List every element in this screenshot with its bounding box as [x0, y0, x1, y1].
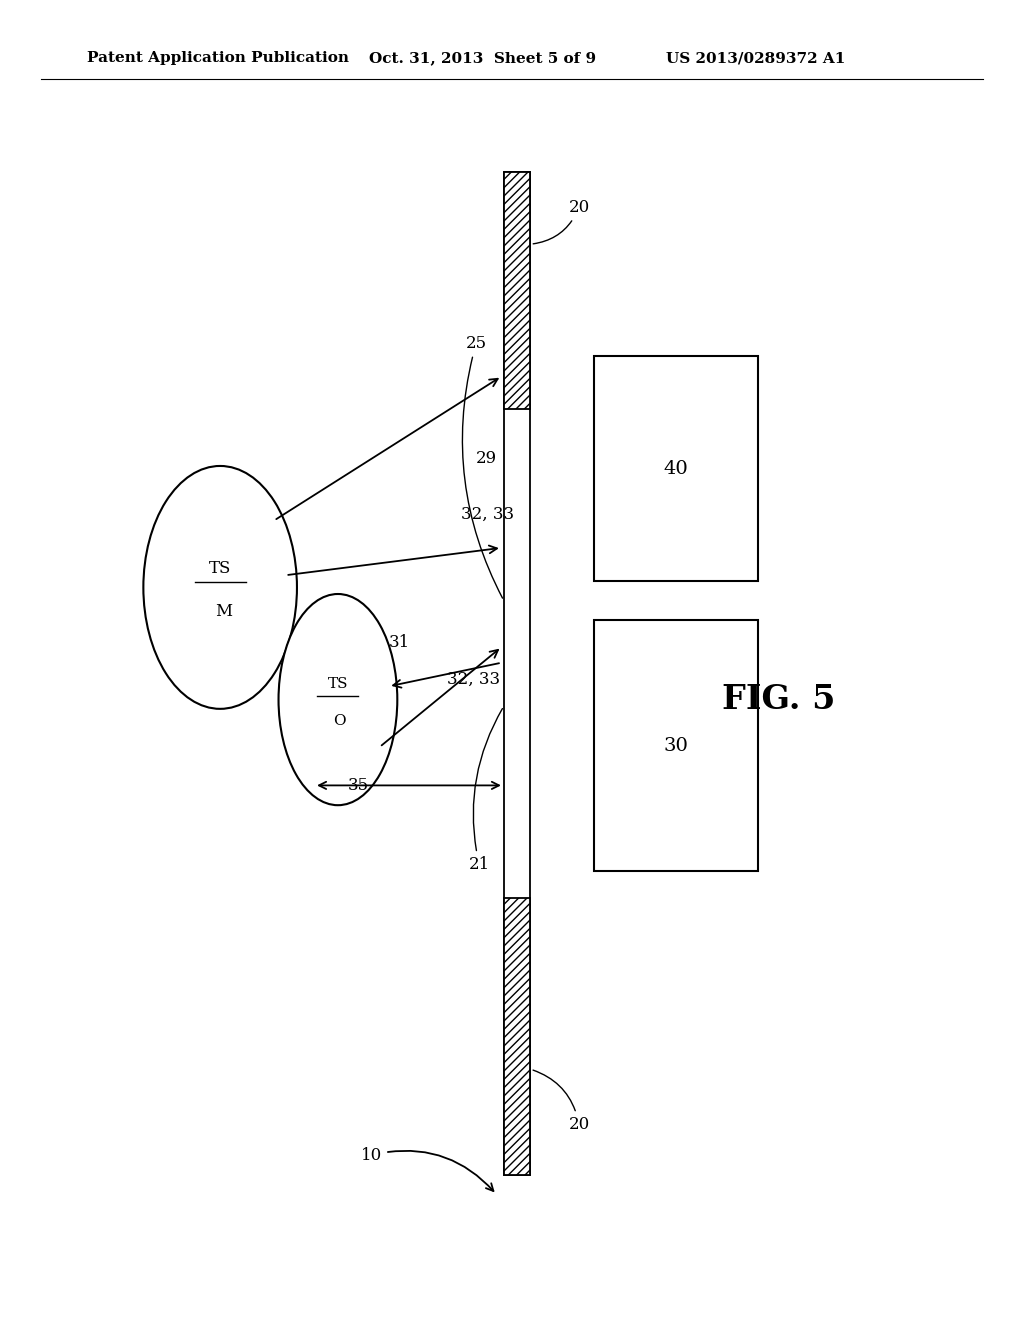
- Bar: [594, 620, 758, 871]
- Text: FIG. 5: FIG. 5: [722, 684, 835, 715]
- Text: 20: 20: [534, 199, 590, 244]
- Text: 29: 29: [476, 450, 498, 466]
- Text: 40: 40: [664, 459, 688, 478]
- Text: TS: TS: [328, 677, 348, 690]
- Text: 30: 30: [664, 737, 688, 755]
- Text: 31: 31: [389, 635, 411, 651]
- Bar: [504, 172, 530, 409]
- Text: 25: 25: [463, 335, 503, 598]
- Bar: [504, 898, 530, 1175]
- Text: M: M: [215, 603, 231, 619]
- Text: 32, 33: 32, 33: [447, 672, 501, 688]
- Text: Oct. 31, 2013  Sheet 5 of 9: Oct. 31, 2013 Sheet 5 of 9: [369, 51, 596, 65]
- Text: 21: 21: [469, 709, 503, 873]
- Text: 32, 33: 32, 33: [461, 507, 514, 523]
- Text: 20: 20: [534, 1071, 590, 1133]
- Text: 35: 35: [348, 777, 369, 793]
- Ellipse shape: [143, 466, 297, 709]
- Bar: [504, 172, 530, 1175]
- Text: TS: TS: [209, 561, 231, 577]
- Bar: [594, 356, 758, 581]
- Text: US 2013/0289372 A1: US 2013/0289372 A1: [666, 51, 845, 65]
- Ellipse shape: [279, 594, 397, 805]
- Text: O: O: [333, 714, 345, 727]
- Text: 10: 10: [361, 1147, 494, 1191]
- Text: Patent Application Publication: Patent Application Publication: [87, 51, 349, 65]
